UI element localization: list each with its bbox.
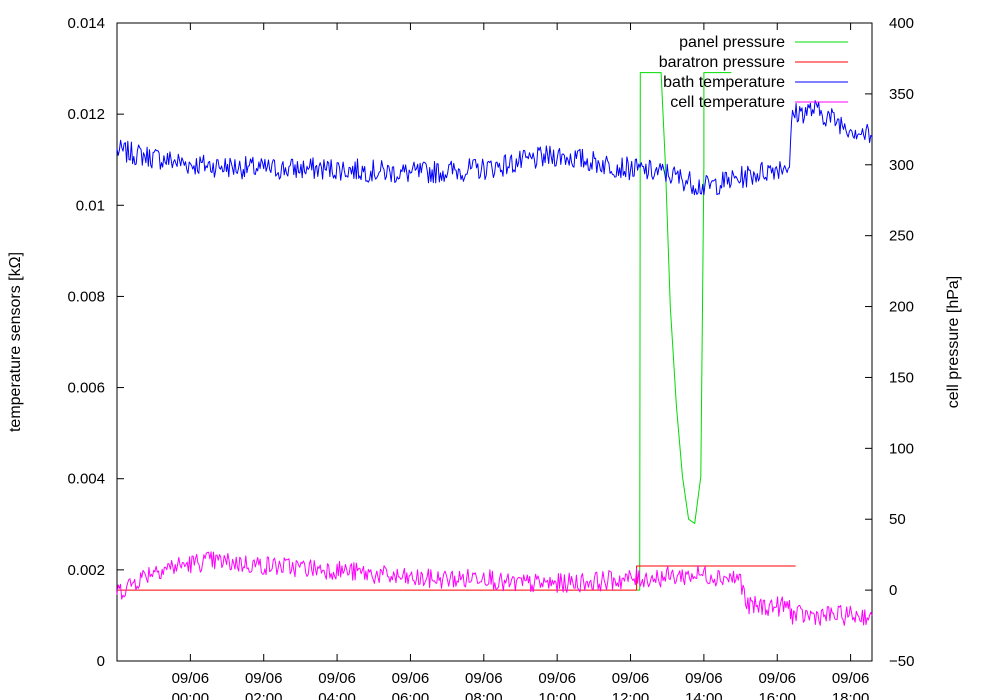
- y1-tick-label: 0: [97, 653, 105, 670]
- y1-axis-label: temperature sensors [kΩ]: [7, 252, 24, 432]
- x-tick-label-date: 09/06: [758, 670, 796, 687]
- y2-tick-label: 400: [889, 15, 914, 32]
- y2-tick-label: 0: [889, 582, 897, 599]
- y2-tick-label: 250: [889, 228, 914, 245]
- x-tick-label-date: 09/06: [318, 670, 356, 687]
- y1-tick-label: 0.01: [76, 197, 105, 214]
- y2-tick-label: 150: [889, 369, 914, 386]
- x-tick-label-time: 10:00: [538, 690, 576, 700]
- y1-tick-label: 0.008: [67, 288, 105, 305]
- x-tick-label-time: 02:00: [245, 690, 283, 700]
- legend-label: bath temperature: [663, 74, 785, 91]
- y2-axis-label: cell pressure [hPa]: [945, 276, 962, 409]
- x-tick-label-date: 09/06: [685, 670, 723, 687]
- y1-tick-label: 0.012: [67, 106, 105, 123]
- series-line: [116, 551, 873, 626]
- y2-tick-label: 50: [889, 511, 906, 528]
- series-layer: [116, 72, 873, 626]
- y1-tick-label: 0.006: [67, 380, 105, 397]
- legend-label: baratron pressure: [659, 54, 785, 71]
- x-tick-label-time: 18:00: [832, 690, 870, 700]
- x-tick-label-time: 06:00: [392, 690, 430, 700]
- axes-layer: 0 0.002 0.004 0.006 0.008 0.01 0.012 0.014 −50 0 5…: [67, 15, 914, 700]
- series-line: [116, 100, 873, 196]
- x-tick-label-time: 14:00: [685, 690, 723, 700]
- x-tick-label-date: 09/06: [392, 670, 430, 687]
- x-tick-label-date: 09/06: [538, 670, 576, 687]
- x-tick-label-time: 08:00: [465, 690, 503, 700]
- x-tick-label-date: 09/06: [832, 670, 870, 687]
- legend-label: panel pressure: [679, 34, 785, 51]
- series-line: [117, 565, 796, 591]
- x-tick-label-time: 12:00: [612, 690, 650, 700]
- x-tick-label-date: 09/06: [612, 670, 650, 687]
- y2-tick-label: 300: [889, 157, 914, 174]
- legend: panel pressure baratron pressure bath temp…: [659, 34, 848, 111]
- x-tick-label-date: 09/06: [245, 670, 283, 687]
- plot-frame: [116, 22, 873, 662]
- y2-tick-label: 200: [889, 299, 914, 316]
- x-tick-label-date: 09/06: [465, 670, 503, 687]
- y2-tick-label: −50: [889, 653, 914, 670]
- y2-tick-label: 100: [889, 440, 914, 457]
- y2-tick-label: 350: [889, 86, 914, 103]
- x-tick-label-time: 16:00: [758, 690, 796, 700]
- x-tick-label-time: 00:00: [172, 690, 210, 700]
- legend-label: cell temperature: [670, 94, 785, 111]
- x-tick-label-time: 04:00: [318, 690, 356, 700]
- y1-tick-label: 0.002: [67, 562, 105, 579]
- y1-tick-label: 0.004: [67, 471, 105, 488]
- y1-tick-label: 0.014: [67, 15, 105, 32]
- x-tick-label-date: 09/06: [172, 670, 210, 687]
- series-line: [636, 72, 732, 591]
